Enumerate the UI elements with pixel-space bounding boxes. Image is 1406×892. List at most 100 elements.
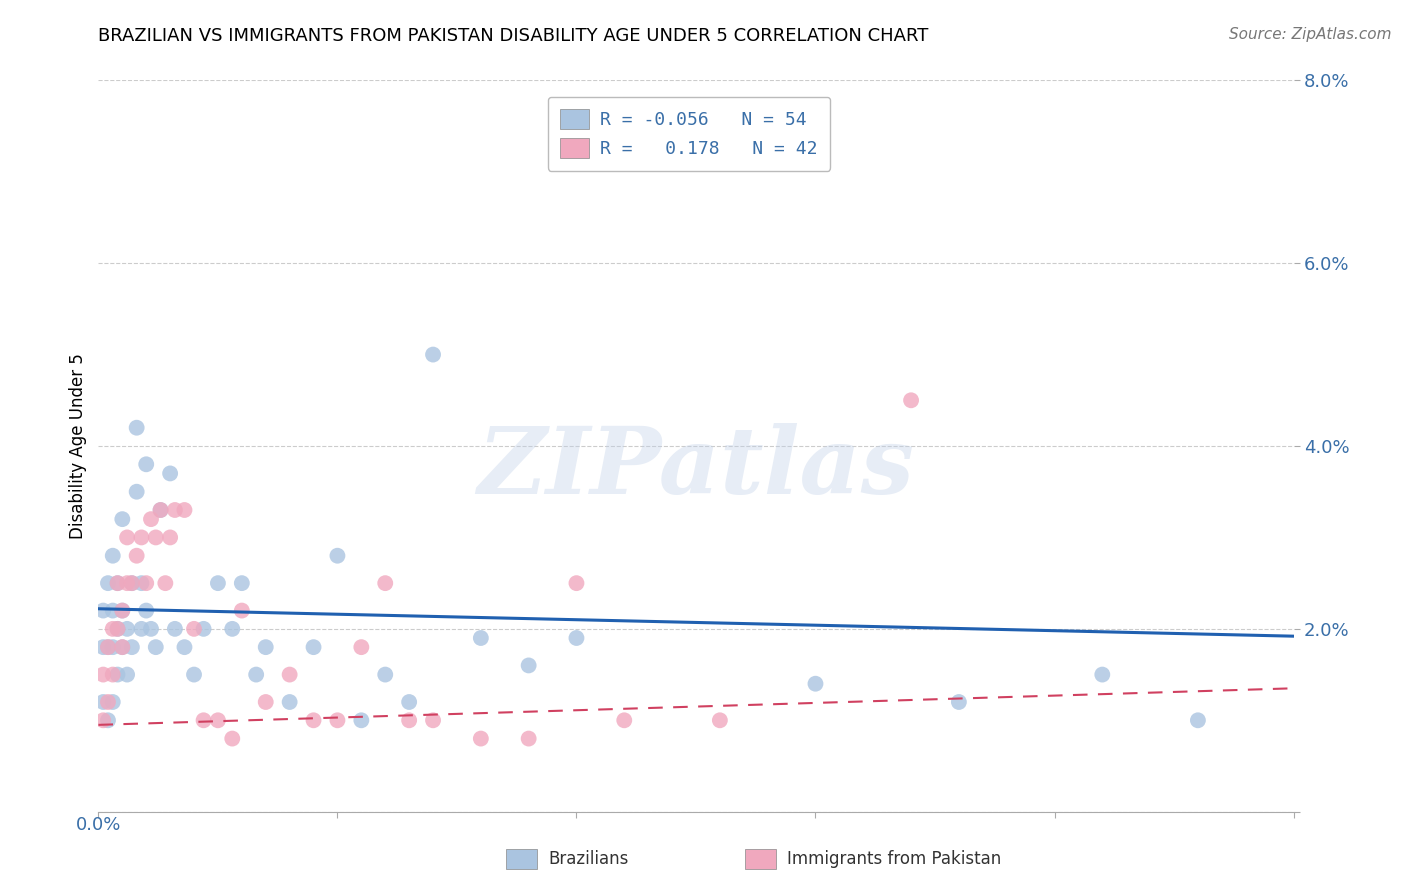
Point	[155, 576, 177, 591]
Point	[107, 622, 129, 636]
Legend: R = -0.056   N = 54, R =   0.178   N = 42: R = -0.056 N = 54, R = 0.178 N = 42	[548, 96, 831, 170]
Point	[231, 576, 253, 591]
Point	[97, 714, 120, 728]
Point	[97, 576, 120, 591]
Point	[121, 640, 143, 655]
Point	[661, 155, 683, 169]
Point	[125, 484, 148, 499]
Point	[97, 695, 120, 709]
Point	[422, 714, 444, 728]
Text: Source: ZipAtlas.com: Source: ZipAtlas.com	[1229, 27, 1392, 42]
Point	[183, 622, 205, 636]
Point	[101, 640, 124, 655]
Point	[115, 622, 138, 636]
Point	[613, 714, 636, 728]
Point	[183, 667, 205, 681]
Point	[145, 530, 167, 544]
Point	[107, 576, 129, 591]
Point	[101, 695, 124, 709]
Point	[565, 631, 588, 645]
Point	[91, 714, 114, 728]
Text: Immigrants from Pakistan: Immigrants from Pakistan	[787, 850, 1001, 868]
Point	[125, 420, 148, 434]
Point	[517, 658, 540, 673]
Point	[398, 714, 420, 728]
Point	[91, 603, 114, 617]
Point	[97, 640, 120, 655]
Point	[565, 576, 588, 591]
Point	[101, 549, 124, 563]
Point	[101, 603, 124, 617]
Y-axis label: Disability Age Under 5: Disability Age Under 5	[69, 353, 87, 539]
Point	[173, 640, 195, 655]
Point	[111, 640, 134, 655]
Point	[1187, 714, 1209, 728]
Point	[278, 695, 301, 709]
Point	[139, 512, 162, 526]
Point	[145, 640, 167, 655]
Point	[804, 676, 827, 690]
Point	[131, 622, 153, 636]
Point	[111, 603, 134, 617]
Point	[470, 631, 492, 645]
Point	[135, 458, 157, 472]
Point	[125, 549, 148, 563]
Point	[350, 640, 373, 655]
Point	[115, 667, 138, 681]
Point	[193, 714, 215, 728]
Point	[131, 576, 153, 591]
Point	[149, 503, 172, 517]
Point	[91, 695, 114, 709]
Point	[111, 640, 134, 655]
Point	[1091, 667, 1114, 681]
Point	[350, 714, 373, 728]
Point	[302, 640, 325, 655]
Text: Brazilians: Brazilians	[548, 850, 628, 868]
Point	[139, 622, 162, 636]
Point	[111, 603, 134, 617]
Point	[207, 576, 229, 591]
Point	[193, 622, 215, 636]
Text: ZIPatlas: ZIPatlas	[478, 423, 914, 513]
Point	[121, 576, 143, 591]
Point	[374, 667, 396, 681]
Point	[302, 714, 325, 728]
Point	[278, 667, 301, 681]
Point	[111, 512, 134, 526]
Point	[326, 549, 349, 563]
Point	[135, 603, 157, 617]
Point	[91, 640, 114, 655]
Point	[91, 667, 114, 681]
Point	[470, 731, 492, 746]
Point	[231, 603, 253, 617]
Point	[107, 622, 129, 636]
Point	[115, 530, 138, 544]
Point	[221, 622, 243, 636]
Point	[159, 530, 181, 544]
Point	[101, 622, 124, 636]
Point	[254, 640, 277, 655]
Point	[326, 714, 349, 728]
Point	[107, 576, 129, 591]
Text: BRAZILIAN VS IMMIGRANTS FROM PAKISTAN DISABILITY AGE UNDER 5 CORRELATION CHART: BRAZILIAN VS IMMIGRANTS FROM PAKISTAN DI…	[98, 27, 929, 45]
Point	[135, 576, 157, 591]
Point	[97, 640, 120, 655]
Point	[422, 347, 444, 362]
Point	[121, 576, 143, 591]
Text: 0.0%: 0.0%	[76, 816, 121, 834]
Point	[398, 695, 420, 709]
Point	[173, 503, 195, 517]
Point	[374, 576, 396, 591]
Point	[245, 667, 267, 681]
Point	[163, 622, 186, 636]
Point	[900, 393, 922, 408]
Point	[517, 731, 540, 746]
Point	[159, 467, 181, 481]
Point	[221, 731, 243, 746]
Point	[207, 714, 229, 728]
Point	[131, 530, 153, 544]
Point	[163, 503, 186, 517]
Point	[709, 714, 731, 728]
Point	[115, 576, 138, 591]
Point	[107, 667, 129, 681]
